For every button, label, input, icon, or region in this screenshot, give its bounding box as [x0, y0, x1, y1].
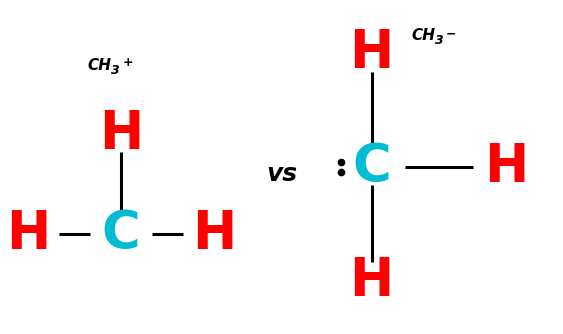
Text: −: −	[446, 27, 457, 40]
Text: H: H	[350, 255, 394, 307]
Text: H: H	[99, 108, 143, 160]
Text: 3: 3	[435, 34, 444, 47]
Text: CH: CH	[87, 58, 111, 73]
Text: C: C	[102, 208, 140, 260]
Text: CH: CH	[411, 28, 435, 43]
Text: H: H	[192, 208, 236, 260]
Text: 3: 3	[111, 64, 120, 77]
Text: H: H	[485, 141, 529, 193]
Text: H: H	[350, 27, 394, 79]
Text: +: +	[122, 56, 133, 69]
Text: vs: vs	[266, 162, 297, 186]
Text: C: C	[352, 141, 391, 193]
Text: H: H	[6, 208, 50, 260]
